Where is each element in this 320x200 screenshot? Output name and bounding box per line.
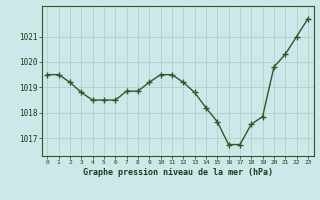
X-axis label: Graphe pression niveau de la mer (hPa): Graphe pression niveau de la mer (hPa): [83, 168, 273, 177]
